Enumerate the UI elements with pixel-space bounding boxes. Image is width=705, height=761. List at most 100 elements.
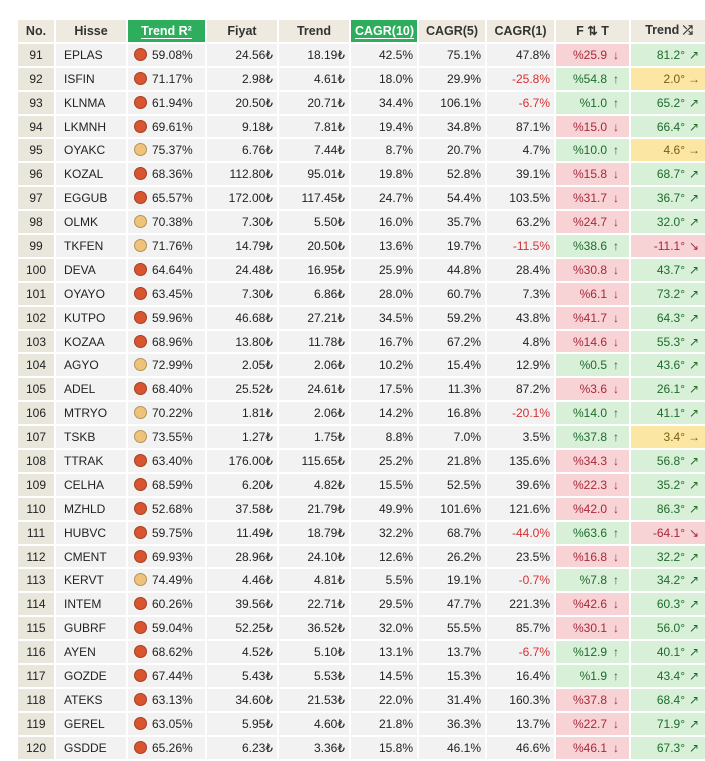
stock-symbol[interactable]: LKMNH (55, 114, 128, 140)
ft-cell: %3.6 ↓ (555, 377, 631, 403)
stock-symbol[interactable]: CMENT (55, 544, 128, 570)
header-ft[interactable]: F ⇅ T (555, 20, 631, 44)
table-row[interactable]: 91 EPLAS 59.08% 24.56₺ 18.19₺ 42.5% 75.1% 47.8%… (18, 42, 705, 68)
stock-symbol[interactable]: KUTPO (55, 305, 128, 331)
trend-r2-cell: 71.17% (127, 66, 207, 92)
stock-symbol[interactable]: TKFEN (55, 234, 128, 259)
table-row[interactable]: 98 OLMK 70.38% 7.30₺ 5.50₺ 16.0% 35.7% 63.2% %24… (18, 210, 705, 236)
status-dot-icon (134, 692, 147, 706)
stock-symbol[interactable]: CELHA (55, 472, 128, 498)
trend-arrow-icon: ↗ (688, 95, 700, 110)
cagr10-value: 8.7% (350, 138, 419, 164)
trend-angle-value: 43.7° (656, 262, 685, 277)
status-dot-icon (134, 621, 147, 635)
table-row[interactable]: 111 HUBVC 59.75% 11.49₺ 18.79₺ 32.2% 68.7% -44.… (18, 520, 705, 546)
table-row[interactable]: 103 KOZAA 68.96% 13.80₺ 11.78₺ 16.7% 67.2% 4.8%… (18, 329, 705, 355)
trend-direction-cell: 60.3° ↗ (630, 592, 705, 618)
price-value: 5.95₺ (206, 711, 279, 737)
table-row[interactable]: 118 ATEKS 63.13% 34.60₺ 21.53₺ 22.0% 31.4% 160.… (18, 687, 705, 713)
table-row[interactable]: 102 KUTPO 59.96% 46.68₺ 27.21₺ 34.5% 59.2% 43.8… (18, 305, 705, 331)
stock-symbol[interactable]: MTRYO (55, 401, 128, 427)
ft-value: %46.1 (572, 740, 607, 755)
ft-arrow-icon: ↑ (613, 95, 619, 110)
stock-symbol[interactable]: KLNMA (55, 90, 128, 116)
trend-price-value: 24.10₺ (278, 544, 351, 570)
stock-symbol[interactable]: GOZDE (55, 664, 128, 689)
table-row[interactable]: 112 CMENT 69.93% 28.96₺ 24.10₺ 12.6% 26.2% 23.5… (18, 544, 705, 570)
trend-arrow-icon: ↗ (688, 119, 700, 134)
table-row[interactable]: 96 KOZAL 68.36% 112.80₺ 95.01₺ 19.8% 52.8% 39.1… (18, 162, 705, 188)
header-hisse[interactable]: Hisse (55, 20, 128, 44)
table-row[interactable]: 115 GUBRF 59.04% 52.25₺ 36.52₺ 32.0% 55.5% 85.7… (18, 616, 705, 642)
stock-symbol[interactable]: DEVA (55, 257, 128, 283)
header-cagr5[interactable]: CAGR(5) (418, 20, 487, 44)
status-dot-icon (134, 549, 147, 563)
cagr5-value: 54.4% (418, 186, 487, 212)
table-row[interactable]: 94 LKMNH 69.61% 9.18₺ 7.81₺ 19.4% 34.8% 87.1% %1… (18, 114, 705, 140)
cagr1-value: 221.3% (486, 592, 556, 618)
table-row[interactable]: 107 TSKB 73.55% 1.27₺ 1.75₺ 8.8% 7.0% 3.5% %37.8… (18, 425, 705, 451)
table-row[interactable]: 95 OYAKC 75.37% 6.76₺ 7.44₺ 8.7% 20.7% 4.7% %10.… (18, 138, 705, 164)
price-value: 112.80₺ (206, 162, 279, 188)
table-row[interactable]: 104 AGYO 72.99% 2.05₺ 2.06₺ 10.2% 15.4% 12.9% %0… (18, 353, 705, 379)
stock-symbol[interactable]: EGGUB (55, 186, 128, 212)
header-trend[interactable]: Trend (278, 20, 351, 44)
stock-symbol[interactable]: AGYO (55, 353, 128, 379)
table-row[interactable]: 97 EGGUB 65.57% 172.00₺ 117.45₺ 24.7% 54.4% 103… (18, 186, 705, 212)
price-value: 24.48₺ (206, 257, 279, 283)
table-row[interactable]: 105 ADEL 68.40% 25.52₺ 24.61₺ 17.5% 11.3% 87.2%… (18, 377, 705, 403)
table-row[interactable]: 120 GSDDE 65.26% 6.23₺ 3.36₺ 15.8% 46.1% 46.6%%… (18, 735, 705, 761)
ft-cell: %22.3 ↓ (555, 472, 631, 498)
stock-symbol[interactable]: ATEKS (55, 687, 128, 713)
stock-symbol[interactable]: ADEL (55, 377, 128, 403)
trend-price-value: 4.60₺ (278, 711, 351, 737)
stock-symbol[interactable]: KERVT (55, 568, 128, 594)
table-row[interactable]: 113 KERVT 74.49% 4.46₺ 4.81₺ 5.5% 19.1% -0.7% %7… (18, 568, 705, 594)
stock-symbol[interactable]: GSDDE (55, 735, 128, 761)
stock-symbol[interactable]: GEREL (55, 711, 128, 737)
cagr10-value: 13.1% (350, 640, 419, 666)
table-row[interactable]: 93 KLNMA 61.94% 20.50₺ 20.71₺ 34.4% 106.1% -6.7… (18, 90, 705, 116)
table-row[interactable]: 100 DEVA 64.64% 24.48₺ 16.95₺ 25.9% 44.8% 28.4%… (18, 257, 705, 283)
header-cagr1[interactable]: CAGR(1) (486, 20, 556, 44)
stock-symbol[interactable]: AYEN (55, 640, 128, 666)
stock-symbol[interactable]: MZHLD (55, 496, 128, 522)
stock-symbol[interactable]: TSKB (55, 425, 128, 451)
cagr1-value: 160.3% (486, 687, 556, 713)
stock-symbol[interactable]: KOZAA (55, 329, 128, 355)
cagr5-value: 20.7% (418, 138, 487, 164)
table-row[interactable]: 109 CELHA 68.59% 6.20₺ 4.82₺ 15.5% 52.5% 39.6%%… (18, 472, 705, 498)
stock-symbol[interactable]: EPLAS (55, 42, 128, 68)
table-row[interactable]: 117 GOZDE 67.44% 5.43₺ 5.53₺ 14.5% 15.3% 16.4%%… (18, 664, 705, 689)
table-row[interactable]: 114 INTEM 60.26% 39.56₺ 22.71₺ 29.5% 47.7% 221.… (18, 592, 705, 618)
table-row[interactable]: 119 GEREL 63.05% 5.95₺ 4.60₺ 21.8% 36.3% 13.7%%… (18, 711, 705, 737)
trend-r2-cell: 59.08% (127, 42, 207, 68)
table-row[interactable]: 101 OYAYO 63.45% 7.30₺ 6.86₺ 28.0% 60.7% 7.3% %6… (18, 281, 705, 307)
table-row[interactable]: 116 AYEN 68.62% 4.52₺ 5.10₺ 13.1% 13.7% -6.7% %1… (18, 640, 705, 666)
stock-symbol[interactable]: INTEM (55, 592, 128, 618)
stock-symbol[interactable]: ISFIN (55, 66, 128, 92)
table-row[interactable]: 92 ISFIN 71.17% 2.98₺ 4.61₺ 18.0% 29.9% -25.8%%… (18, 66, 705, 92)
stock-symbol[interactable]: GUBRF (55, 616, 128, 642)
trend-direction-cell: 34.2° ↗ (630, 568, 705, 594)
stock-symbol[interactable]: HUBVC (55, 520, 128, 546)
table-row[interactable]: 106 MTRYO 70.22% 1.81₺ 2.06₺ 14.2% 16.8% -20.1%… (18, 401, 705, 427)
stock-symbol[interactable]: OYAKC (55, 138, 128, 164)
header-no[interactable]: No. (18, 20, 56, 44)
stock-symbol[interactable]: OLMK (55, 210, 128, 236)
stock-symbol[interactable]: OYAYO (55, 281, 128, 307)
table-row[interactable]: 108 TTRAK 63.40% 176.00₺ 115.65₺ 25.2% 21.8% 13… (18, 449, 705, 474)
cagr5-value: 16.8% (418, 401, 487, 427)
header-fiyat[interactable]: Fiyat (206, 20, 279, 44)
stock-symbol[interactable]: KOZAL (55, 162, 128, 188)
stock-symbol[interactable]: TTRAK (55, 449, 128, 474)
header-cagr10[interactable]: CAGR(10) (350, 20, 419, 44)
table-row[interactable]: 99 TKFEN 71.76% 14.79₺ 20.50₺ 13.6% 19.7% -11.5… (18, 234, 705, 259)
trend-arrow-icon: ↗ (688, 406, 700, 421)
header-trend-r2[interactable]: Trend R² (127, 20, 207, 44)
row-number: 100 (18, 257, 56, 283)
header-trend-direction[interactable]: Trend ⤮ (630, 20, 705, 44)
ft-cell: %10.0 ↑ (555, 138, 631, 164)
table-row[interactable]: 110 MZHLD 52.68% 37.58₺ 21.79₺ 49.9% 101.6% 121… (18, 496, 705, 522)
trend-arrow-icon: ↗ (688, 286, 700, 301)
